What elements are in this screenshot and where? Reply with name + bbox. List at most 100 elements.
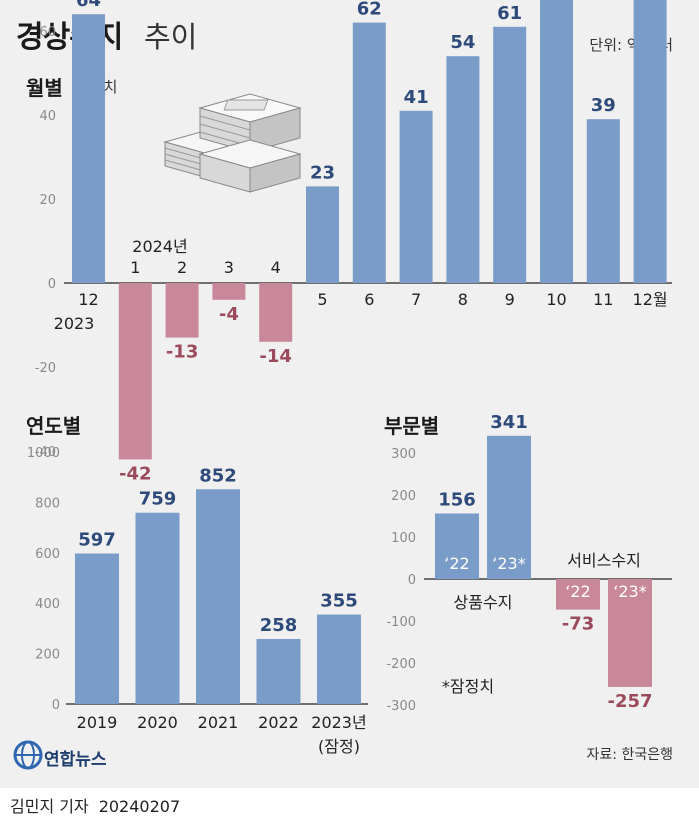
monthly-category-label: 1 [130, 258, 140, 277]
yearly-category-label: 2023년 [311, 713, 366, 732]
yearly-ytick: 200 [35, 648, 60, 663]
publish-date: 20240207 [98, 797, 181, 816]
monthly-bar [165, 283, 199, 338]
sector-bar [487, 435, 531, 579]
sector-bar [435, 513, 479, 579]
logo-text: 연합뉴스 [44, 750, 107, 770]
monthly-value-label: -4 [219, 304, 239, 325]
monthly-value-label: 54 [450, 32, 475, 53]
sector-chart: 300 200 100 0 -100 -200 -300 156 ‘22 341 ‘23* -73 ‘2… [386, 412, 672, 714]
money-stack-icon [163, 93, 302, 193]
yearly-category-label: 2019 [77, 713, 118, 732]
yearly-provisional-note: (잠정) [318, 737, 360, 756]
yearly-value-label: 355 [320, 591, 358, 612]
monthly-value-label: 61 [497, 3, 522, 24]
sector-group-label: 상품수지 [454, 593, 513, 612]
source-label: 자료: 한국은행 [586, 747, 673, 763]
yonhap-logo-icon [13, 740, 43, 770]
monthly-category-label: 2 [177, 258, 187, 277]
sector-value-label: -257 [607, 691, 652, 712]
monthly-value-label: 62 [357, 0, 382, 20]
charts-canvas: 806040200-20-406412-421-132-43-144235626… [27, 0, 672, 756]
monthly-ytick: 20 [39, 193, 56, 208]
monthly-bar [540, 0, 573, 283]
yearly-chart: 1000 800 600 400 200 0 597 2019 759 2020 852 2021 25… [27, 446, 368, 732]
monthly-ytick: -20 [35, 361, 56, 376]
sector-bar [608, 579, 652, 687]
monthly-category-label: 7 [411, 290, 421, 309]
sector-group-label: 서비스수지 [567, 551, 641, 570]
monthly-value-label: 39 [591, 95, 616, 116]
sector-ytick: -300 [386, 699, 416, 714]
monthly-bar [118, 283, 152, 460]
chart-title: 경상수지 [16, 20, 123, 55]
yearly-bar [135, 512, 180, 704]
monthly-category-label: 4 [271, 258, 281, 277]
yearly-category-label: 2022 [258, 713, 299, 732]
monthly-ytick: 40 [39, 109, 56, 124]
monthly-category-label: 12월 [633, 290, 668, 309]
yearly-bar [75, 553, 119, 704]
sector-ytick: 0 [408, 573, 416, 588]
sector-value-label: 156 [438, 489, 476, 510]
yearly-ytick: 1000 [27, 446, 60, 461]
monthly-bar [352, 22, 386, 283]
monthly-value-label: 64 [76, 0, 101, 11]
sector-series-label: ‘23* [613, 582, 646, 601]
yearly-section-title: 연도별 [26, 414, 82, 438]
yearly-bar [256, 638, 301, 704]
yearly-value-label: 258 [260, 615, 298, 636]
monthly-chart: 806040200-20-406412-421-132-43-144235626… [35, 0, 672, 484]
monthly-value-label: 23 [310, 162, 335, 183]
monthly-category-label: 8 [458, 290, 468, 309]
byline: 김민지 기자 20240207 [10, 793, 190, 817]
sector-series-label: ‘23* [492, 554, 525, 573]
yearly-ytick: 800 [35, 496, 60, 511]
chart-title-suffix: 추이 [144, 20, 198, 54]
yearly-category-label: 2020 [137, 713, 178, 732]
monthly-category-label: 3 [224, 258, 234, 277]
sector-value-label: 341 [490, 412, 528, 433]
monthly-section-title: 월별 [26, 76, 63, 100]
monthly-ytick: 0 [48, 277, 56, 292]
sector-series-label: ‘22 [565, 582, 590, 601]
monthly-year-2023-label: 2023 [54, 314, 95, 333]
sector-series-label: ‘22 [444, 554, 469, 573]
sector-ytick: 100 [391, 531, 416, 546]
sector-bar [556, 579, 600, 610]
monthly-value-label: -13 [166, 342, 199, 363]
monthly-category-label: 10 [546, 290, 566, 309]
monthly-category-label: 11 [593, 290, 613, 309]
reporter-name: 김민지 기자 [10, 797, 89, 816]
monthly-value-label: 41 [404, 87, 429, 108]
yearly-value-label: 852 [199, 465, 237, 486]
monthly-bar [586, 119, 620, 283]
monthly-year-2024-label: 2024년 [132, 237, 187, 256]
monthly-ytick: -40 [35, 445, 56, 460]
yearly-category-label: 2021 [198, 713, 239, 732]
sector-ytick: -100 [386, 615, 416, 630]
sector-footnote: *잠정치 [442, 677, 494, 696]
monthly-bar [399, 110, 433, 283]
monthly-category-label: 12 [78, 290, 98, 309]
yearly-ytick: 600 [35, 547, 60, 562]
yearly-ytick: 400 [35, 597, 60, 612]
monthly-bar [212, 283, 246, 300]
yearly-value-label: 759 [139, 489, 177, 510]
sector-ytick: -200 [386, 657, 416, 672]
sector-section-title: 부문별 [384, 414, 440, 438]
monthly-bar [493, 26, 527, 284]
monthly-bar [259, 283, 293, 342]
monthly-category-label: 5 [317, 290, 327, 309]
sector-value-label: -73 [562, 614, 595, 635]
monthly-ytick: 60 [39, 25, 56, 40]
sector-ytick: 300 [391, 447, 416, 462]
monthly-value-label: -14 [259, 346, 292, 367]
yearly-ytick: 0 [52, 698, 60, 713]
monthly-category-label: 6 [364, 290, 374, 309]
monthly-value-label: -42 [119, 463, 152, 484]
sector-ytick: 200 [391, 489, 416, 504]
monthly-category-label: 9 [505, 290, 515, 309]
yearly-bar [196, 489, 240, 704]
yearly-value-label: 597 [78, 530, 116, 551]
